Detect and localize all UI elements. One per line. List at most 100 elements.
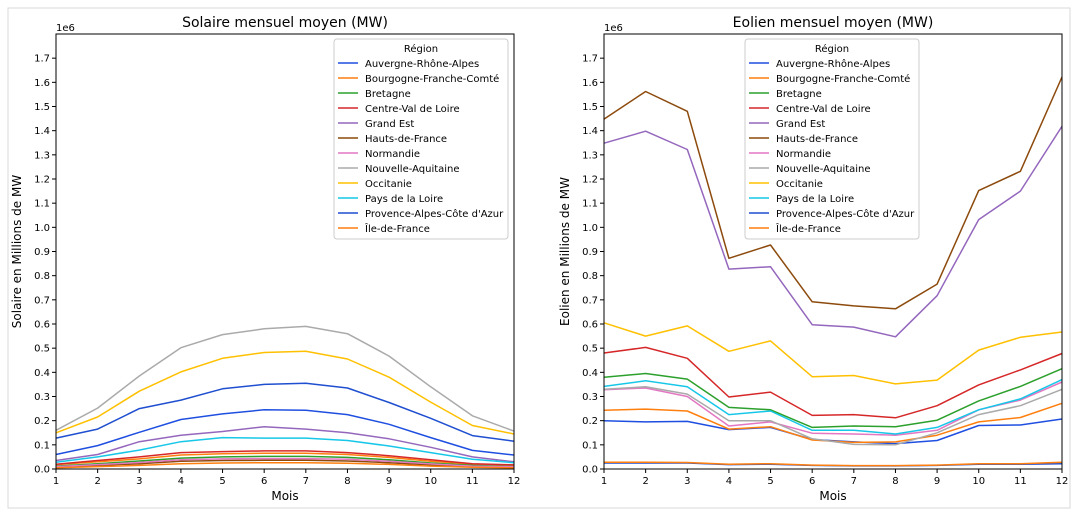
legend-entry: Auvergne-Rhône-Alpes xyxy=(365,58,479,70)
chart-title: Eolien mensuel moyen (MW) xyxy=(733,15,934,31)
y-tick-label: 1.5 xyxy=(582,102,598,113)
series-line-4 xyxy=(55,425,515,463)
y-tick-label: 0.3 xyxy=(34,392,50,403)
y-tick-label: 1.7 xyxy=(582,54,598,65)
series-line-7 xyxy=(55,325,515,432)
x-tick-label: 5 xyxy=(219,476,225,487)
legend-entry: Hauts-de-France xyxy=(776,134,858,145)
series-line-1 xyxy=(55,452,515,466)
legend-entry: Bretagne xyxy=(776,89,822,100)
x-tick-label: 12 xyxy=(508,476,521,487)
legend-frame xyxy=(333,38,509,240)
x-tick-label: 1 xyxy=(53,476,59,487)
legend-entry: Grand Est xyxy=(365,119,414,130)
y-tick-label: 0.6 xyxy=(34,320,50,331)
series-line-5 xyxy=(55,459,515,469)
legend-title: Région xyxy=(404,43,438,55)
y-tick-label: 0.3 xyxy=(582,392,598,403)
y-tick-label: 0.5 xyxy=(34,344,50,355)
y-tick-label: 1.4 xyxy=(34,126,50,137)
series-line-9 xyxy=(55,436,515,464)
y-tick-label: 0.5 xyxy=(582,344,598,355)
chart-title: Solaire mensuel moyen (MW) xyxy=(182,15,388,31)
series-lines xyxy=(55,325,515,469)
y-tick-label: 1.1 xyxy=(34,199,50,210)
x-tick-label: 5 xyxy=(767,476,773,487)
y-tick-label: 1.0 xyxy=(582,223,598,234)
legend-entry: Auvergne-Rhône-Alpes xyxy=(776,58,890,70)
legend-title: Région xyxy=(815,43,849,55)
x-tick-label: 3 xyxy=(136,476,142,487)
y-axis: 0.0 0.1 0.2 0.3 0.4 0.5 0.6 0.7 0.8 0.9 1.0 1.1 1.2 1… xyxy=(10,54,56,476)
series-line-10 xyxy=(55,382,515,442)
y-tick-label: 0.1 xyxy=(34,440,50,451)
y-tick-label: 0.9 xyxy=(582,247,598,258)
x-tick-label: 6 xyxy=(809,476,815,487)
y-tick-label: 1.4 xyxy=(582,126,598,137)
x-tick-label: 6 xyxy=(261,476,267,487)
legend-entry: Bourgogne-Franche-Comté xyxy=(776,73,910,85)
y-tick-label: 0.7 xyxy=(582,295,598,306)
legend-entry: Provence-Alpes-Côte d'Azur xyxy=(776,208,915,220)
legend-entry: Occitanie xyxy=(776,179,823,190)
x-tick-label: 11 xyxy=(466,476,479,487)
y-tick-label: 0.8 xyxy=(582,271,598,282)
y-tick-label: 1.0 xyxy=(34,223,50,234)
series-line-2 xyxy=(55,455,515,468)
legend: Région Auvergne-Rhône-Alpes Bourgogne-Fran… xyxy=(744,38,920,240)
legend-entry: Occitanie xyxy=(365,179,412,190)
y-tick-label: 1.2 xyxy=(582,175,598,186)
y-tick-label: 0.1 xyxy=(582,440,598,451)
y-tick-label: 1.7 xyxy=(34,54,50,65)
x-tick-label: 8 xyxy=(344,476,350,487)
series-line-11 xyxy=(55,461,515,469)
series-line-0 xyxy=(55,409,515,456)
series-line-9 xyxy=(603,378,1063,435)
y-axis-label: Solaire en Millions de MW xyxy=(10,175,24,329)
legend-entry: Bretagne xyxy=(365,89,411,100)
legend-entry: Île-de-France xyxy=(364,222,430,235)
legend-entry: Nouvelle-Aquitaine xyxy=(776,164,871,175)
y-tick-label: 0.2 xyxy=(34,416,50,427)
legend-entry: Pays de la Loire xyxy=(365,194,443,205)
series-line-6 xyxy=(55,457,515,468)
y-tick-label: 1.1 xyxy=(582,199,598,210)
x-tick-label: 10 xyxy=(424,476,437,487)
legend-entry: Hauts-de-France xyxy=(365,134,447,145)
legend-entry: Centre-Val de Loire xyxy=(776,104,871,115)
series-line-5 xyxy=(603,76,1063,310)
x-tick-label: 1 xyxy=(601,476,607,487)
series-line-3 xyxy=(603,346,1063,419)
y-tick-label: 1.3 xyxy=(582,150,598,161)
x-tick-label: 2 xyxy=(94,476,100,487)
x-tick-label: 10 xyxy=(972,476,985,487)
legend-entry: Centre-Val de Loire xyxy=(365,104,460,115)
y-tick-label: 0.0 xyxy=(34,465,50,476)
y-tick-label: 1.3 xyxy=(34,150,50,161)
y-tick-label: 1.2 xyxy=(34,175,50,186)
y-tick-label: 0.2 xyxy=(582,416,598,427)
legend-entry: Nouvelle-Aquitaine xyxy=(365,164,460,175)
x-tick-label: 7 xyxy=(303,476,309,487)
legend-entry: Normandie xyxy=(365,149,420,160)
legend-entry: Grand Est xyxy=(776,119,825,130)
series-line-2 xyxy=(603,368,1063,429)
y-scale-label: 1e6 xyxy=(604,23,623,34)
legend-entry: Provence-Alpes-Côte d'Azur xyxy=(365,208,504,220)
y-tick-label: 0.6 xyxy=(582,320,598,331)
x-tick-label: 4 xyxy=(726,476,732,487)
y-axis: 0.0 0.1 0.2 0.3 0.4 0.5 0.6 0.7 0.8 0.9 1.0 1.1 1.2 1… xyxy=(558,54,604,476)
series-line-11 xyxy=(604,461,1063,467)
y-tick-label: 1.5 xyxy=(34,102,50,113)
y-tick-label: 0.0 xyxy=(582,465,598,476)
x-tick-label: 8 xyxy=(892,476,898,487)
series-lines xyxy=(603,76,1063,467)
y-tick-label: 1.6 xyxy=(582,78,598,89)
x-tick-label: 2 xyxy=(642,476,648,487)
x-tick-label: 9 xyxy=(934,476,940,487)
